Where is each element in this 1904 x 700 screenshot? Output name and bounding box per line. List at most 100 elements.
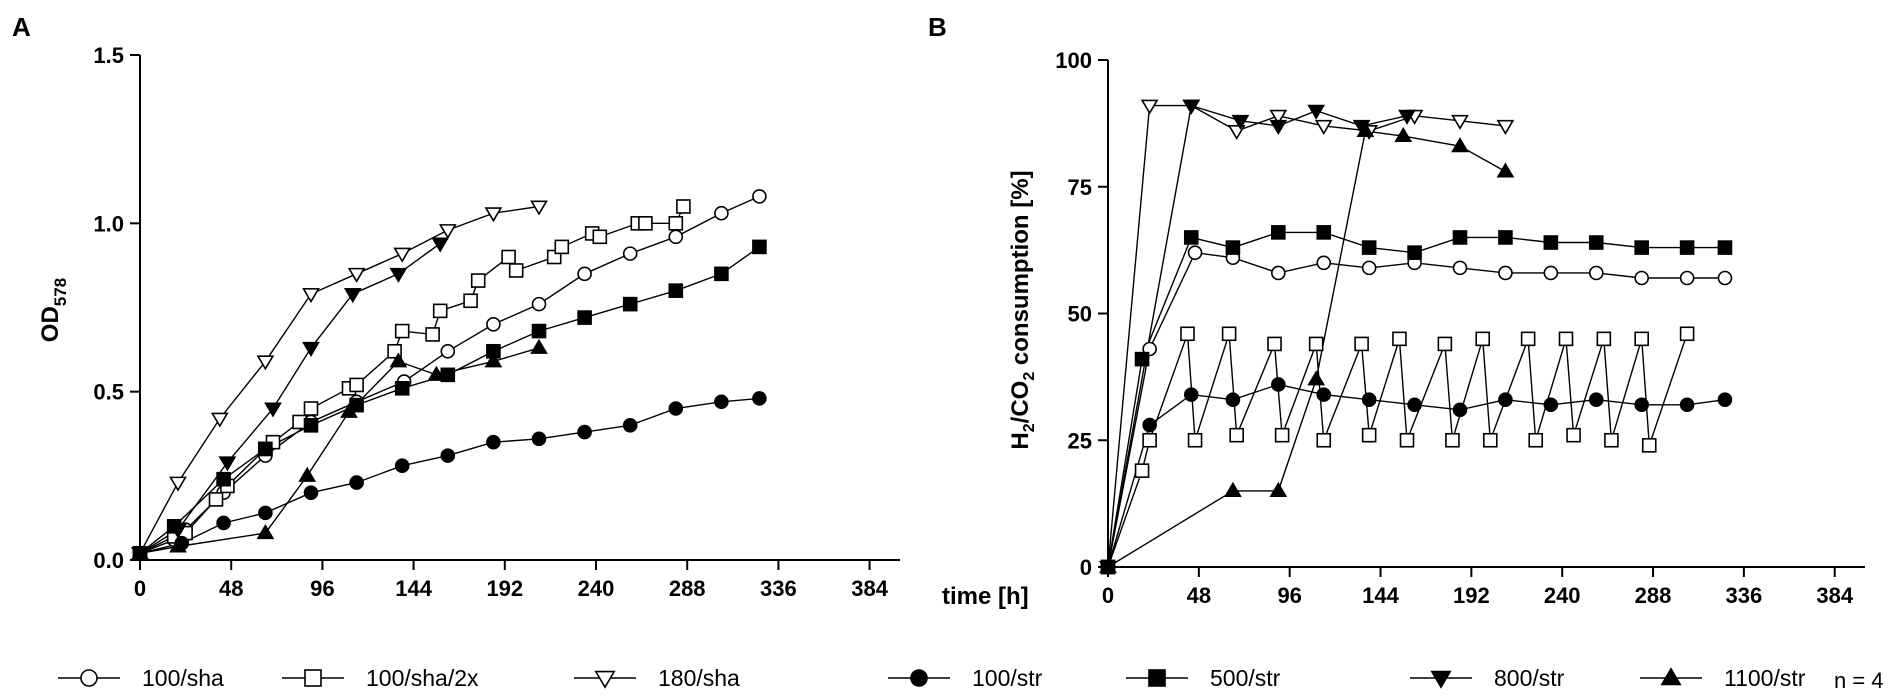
panel-a-x-tick-label: 240 <box>578 576 615 601</box>
panel-a-point-500-str <box>577 310 592 325</box>
panel-b-point-100-sha <box>1634 270 1649 286</box>
legend-label: 100/str <box>972 665 1043 691</box>
panel-b-point-100-sha-2x <box>1596 331 1612 347</box>
panel-b-point-100-sha <box>1588 265 1604 281</box>
panel-a-point-100-sha-2x <box>668 216 684 231</box>
legend-item-800-str: 800/str <box>1410 665 1565 691</box>
panel-b-point-100-sha <box>1679 270 1695 286</box>
panel-a-point-1100-str <box>427 365 446 381</box>
panel-b: B H2/CO2 consumption [%] 0 48 96 144 192 240 2… <box>928 12 1865 608</box>
panel-b-point-800-str <box>1269 119 1288 135</box>
panel-a-x-tick-label: 192 <box>486 576 523 601</box>
panel-a-point-100-sha <box>440 343 456 359</box>
panel-a-point-100-sha-2x <box>508 263 524 278</box>
panel-b-point-100-sha-2x <box>1221 326 1237 342</box>
panel-b-point-500-str <box>1183 230 1199 245</box>
panel-a-point-100-sha <box>531 296 547 312</box>
panel-a-point-500-str <box>394 380 410 396</box>
panel-b-y-tick-label: 50 <box>1068 302 1092 327</box>
panel-b-point-100-str <box>1142 417 1157 433</box>
panel-b-point-1100-str <box>1451 137 1469 153</box>
panel-a-x-tick-label: 144 <box>395 576 432 601</box>
panel-a-point-100-str <box>486 434 501 450</box>
panel-a-point-180-sha <box>530 200 548 216</box>
legend-item-500-str: 500/str <box>1126 665 1281 691</box>
panel-a-point-180-sha <box>438 224 457 240</box>
panel-a-point-100-sha-2x <box>349 377 364 393</box>
panel-b-y-tick-label: 100 <box>1055 48 1092 73</box>
panel-b-point-500-str <box>1407 245 1422 260</box>
panel-a-point-800-str <box>343 288 362 304</box>
legend-marker <box>304 669 322 687</box>
panel-b-x-tick-label: 240 <box>1544 583 1581 608</box>
panel-b-point-180-sha <box>1269 109 1288 125</box>
panel-a-series-line-180-sha <box>139 205 540 554</box>
legend-marker <box>594 670 616 689</box>
panel-b-point-180-sha <box>1451 114 1469 130</box>
panel-b-point-500-str <box>1717 240 1733 255</box>
panel-b-series-line-180-sha <box>1107 104 1506 568</box>
panel-b-point-500-str <box>1316 225 1332 240</box>
legend-label: 800/str <box>1494 665 1565 691</box>
panel-a-ticks: 0 48 96 144 192 240 288 336 384 0.0 0.5 1.0 1.5 <box>93 43 888 601</box>
panel-b-point-1100-str <box>1356 121 1375 137</box>
panel-a-series-line-500-str <box>139 246 760 554</box>
panel-a-point-180-sha <box>347 267 366 283</box>
panel-b-point-1100-str <box>1394 127 1413 143</box>
panel-b-x-tick-label: 384 <box>1816 583 1853 608</box>
panel-b-point-100-str <box>1407 397 1422 413</box>
legend-item-100-str: 100/str <box>888 665 1043 691</box>
panel-b-y-label: H2/CO2 consumption [%] <box>1007 170 1038 449</box>
legend-item-1100-str: 1100/str <box>1640 665 1806 691</box>
panel-b-letter: B <box>928 12 947 42</box>
panel-b-point-100-sha <box>1361 260 1377 276</box>
panel-a-point-100-str <box>349 475 364 490</box>
panel-b-point-100-sha-2x <box>1267 336 1282 352</box>
legend-marker <box>1430 670 1452 689</box>
panel-a-x-tick-label: 288 <box>669 576 706 601</box>
panel-a-point-500-str <box>303 418 319 433</box>
panel-b-x-tick-label: 96 <box>1277 583 1301 608</box>
panel-b-point-100-str <box>1543 397 1559 413</box>
panel-a-point-800-str <box>264 402 282 418</box>
panel-b-point-100-sha <box>1717 270 1733 286</box>
panel-a-point-100-sha <box>622 246 638 261</box>
panel-a-point-100-sha-2x <box>425 327 440 342</box>
legend-label: 100/sha <box>142 665 224 691</box>
panel-b-point-500-str <box>1498 230 1513 245</box>
panel-a-point-100-str <box>622 418 638 433</box>
panel-b-point-100-sha-2x <box>1520 331 1536 347</box>
panel-a-y-tick-label: 1.5 <box>93 43 124 68</box>
panel-b-point-100-sha <box>1187 245 1203 260</box>
panel-a-point-1100-str <box>484 352 503 368</box>
panel-b-y-tick-label: 25 <box>1068 428 1092 453</box>
panel-b-y-tick-label: 0 <box>1080 555 1092 580</box>
panel-a-series-line-1100-str <box>139 347 540 554</box>
panel-a-point-100-sha-2x <box>208 492 224 507</box>
panel-b-point-500-str <box>1134 351 1150 367</box>
panel-a-plot <box>131 189 767 563</box>
panel-a-point-500-str <box>258 441 273 457</box>
panel-a-point-100-str <box>531 431 547 447</box>
panel-b-point-500-str <box>1543 235 1559 250</box>
legend-label: 1100/str <box>1724 665 1806 691</box>
panel-b-point-100-sha-2x <box>1634 331 1649 347</box>
legend-item-180-sha: 180/sha <box>574 665 740 691</box>
panel-a-point-100-sha-2x <box>463 293 478 309</box>
panel-b-ticks: 0 48 96 144 192 240 288 336 384 0 25 50 75 100 <box>1055 48 1854 608</box>
panel-b-point-100-sha-2x <box>1392 331 1407 347</box>
panel-a-point-500-str <box>531 323 547 339</box>
panel-b-point-100-str <box>1271 377 1286 392</box>
panel-b-series-100-str <box>1100 377 1733 575</box>
panel-b-point-800-str <box>1398 109 1416 125</box>
legend-label: 500/str <box>1210 665 1281 691</box>
panel-b-series-line-800-str <box>1107 104 1408 568</box>
panel-a-point-500-str <box>622 296 638 312</box>
panel-a-series-1100-str <box>131 338 548 560</box>
panel-b-point-100-sha-2x <box>1528 432 1544 448</box>
panel-a-y-label: OD578 <box>37 278 70 342</box>
panel-a-y-tick-label: 0.5 <box>93 380 124 405</box>
panel-a-point-1100-str <box>169 537 187 553</box>
panel-b-point-100-sha-2x <box>1134 463 1150 478</box>
panel-b-point-800-str <box>1231 114 1250 130</box>
